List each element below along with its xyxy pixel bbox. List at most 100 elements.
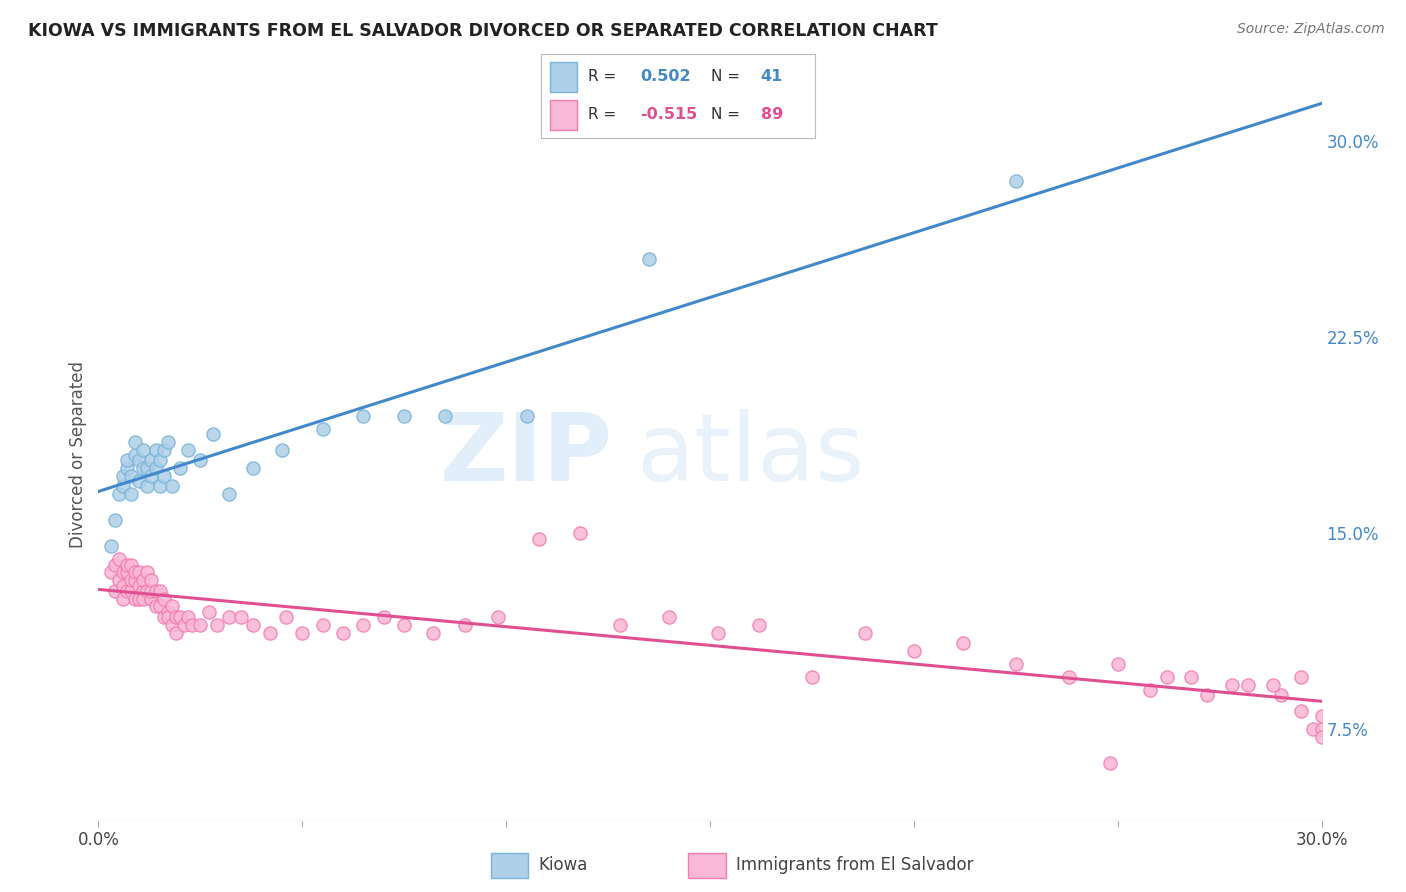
Point: [231, 610, 253, 624]
Point: [128, 578, 150, 592]
Point: [454, 617, 477, 632]
Point: [242, 617, 264, 632]
Point: [1291, 704, 1313, 718]
Point: [152, 442, 174, 457]
Point: [486, 610, 509, 624]
Point: [1098, 756, 1121, 771]
Point: [128, 474, 150, 488]
Point: [1180, 670, 1202, 684]
Point: [205, 617, 228, 632]
Point: [434, 409, 457, 423]
Point: [270, 442, 294, 457]
Point: [124, 434, 146, 449]
Point: [124, 448, 146, 462]
Text: ZIP: ZIP: [439, 409, 612, 501]
Point: [132, 583, 155, 598]
Point: [748, 617, 770, 632]
Point: [115, 566, 138, 580]
Point: [124, 574, 146, 588]
Point: [152, 468, 174, 483]
Text: R =: R =: [588, 107, 616, 122]
Point: [1004, 657, 1026, 671]
Text: 41: 41: [761, 70, 783, 85]
Point: [152, 610, 174, 624]
Point: [120, 487, 142, 501]
Point: [152, 591, 174, 606]
Text: R =: R =: [588, 70, 616, 85]
Point: [160, 617, 183, 632]
Point: [141, 591, 163, 606]
Point: [173, 617, 195, 632]
Point: [1156, 670, 1178, 684]
Bar: [550, 62, 576, 92]
Point: [115, 583, 138, 598]
Point: [259, 625, 281, 640]
Point: [115, 453, 138, 467]
Point: [149, 479, 172, 493]
Text: N =: N =: [711, 70, 741, 85]
Point: [1261, 678, 1284, 692]
Point: [141, 574, 163, 588]
Point: [128, 453, 150, 467]
Point: [120, 574, 142, 588]
Point: [201, 427, 224, 442]
Point: [197, 605, 219, 619]
Point: [568, 526, 591, 541]
Point: [181, 617, 204, 632]
Point: [274, 610, 297, 624]
Point: [801, 670, 824, 684]
Point: [1291, 670, 1313, 684]
Point: [111, 591, 134, 606]
Point: [100, 539, 122, 553]
Point: [132, 591, 155, 606]
Point: [124, 566, 146, 580]
Point: [169, 461, 191, 475]
Point: [312, 422, 335, 436]
Point: [638, 252, 661, 266]
Point: [104, 558, 127, 572]
Point: [312, 617, 335, 632]
Point: [188, 453, 212, 467]
Point: [160, 599, 183, 614]
Point: [149, 583, 172, 598]
Point: [128, 591, 150, 606]
Point: [141, 453, 163, 467]
Point: [141, 468, 163, 483]
Point: [177, 610, 200, 624]
Point: [136, 566, 159, 580]
Point: [352, 617, 374, 632]
Point: [145, 442, 167, 457]
Point: [149, 453, 172, 467]
Point: [111, 566, 134, 580]
Point: [658, 610, 681, 624]
Point: [177, 442, 200, 457]
Point: [392, 409, 416, 423]
Point: [188, 617, 212, 632]
Point: [115, 461, 138, 475]
Point: [128, 566, 150, 580]
Text: Source: ZipAtlas.com: Source: ZipAtlas.com: [1237, 22, 1385, 37]
Text: 0.502: 0.502: [640, 70, 690, 85]
Point: [132, 461, 155, 475]
Point: [422, 625, 444, 640]
Point: [115, 558, 138, 572]
Point: [1270, 688, 1292, 702]
Point: [1057, 670, 1080, 684]
Point: [1107, 657, 1129, 671]
Point: [108, 552, 131, 566]
Point: [707, 625, 730, 640]
Text: KIOWA VS IMMIGRANTS FROM EL SALVADOR DIVORCED OR SEPARATED CORRELATION CHART: KIOWA VS IMMIGRANTS FROM EL SALVADOR DIV…: [28, 22, 938, 40]
Point: [1237, 678, 1260, 692]
Point: [332, 625, 354, 640]
Point: [291, 625, 314, 640]
Text: Immigrants from El Salvador: Immigrants from El Salvador: [737, 856, 974, 874]
Point: [1139, 683, 1161, 698]
Point: [952, 636, 974, 650]
Point: [165, 625, 187, 640]
Point: [124, 591, 146, 606]
Point: [169, 610, 191, 624]
Point: [156, 605, 179, 619]
Point: [352, 409, 374, 423]
Point: [527, 532, 550, 546]
Point: [136, 461, 159, 475]
